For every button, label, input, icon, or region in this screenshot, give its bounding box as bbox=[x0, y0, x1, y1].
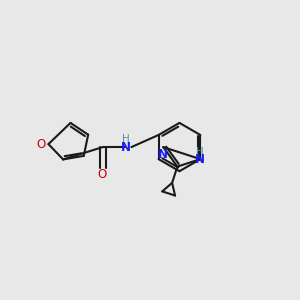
Text: H: H bbox=[196, 147, 204, 157]
Text: N: N bbox=[195, 153, 206, 166]
Text: O: O bbox=[98, 168, 107, 181]
Text: N: N bbox=[158, 148, 168, 161]
Text: O: O bbox=[36, 138, 46, 151]
Text: N: N bbox=[121, 141, 130, 154]
Text: H: H bbox=[122, 134, 129, 144]
